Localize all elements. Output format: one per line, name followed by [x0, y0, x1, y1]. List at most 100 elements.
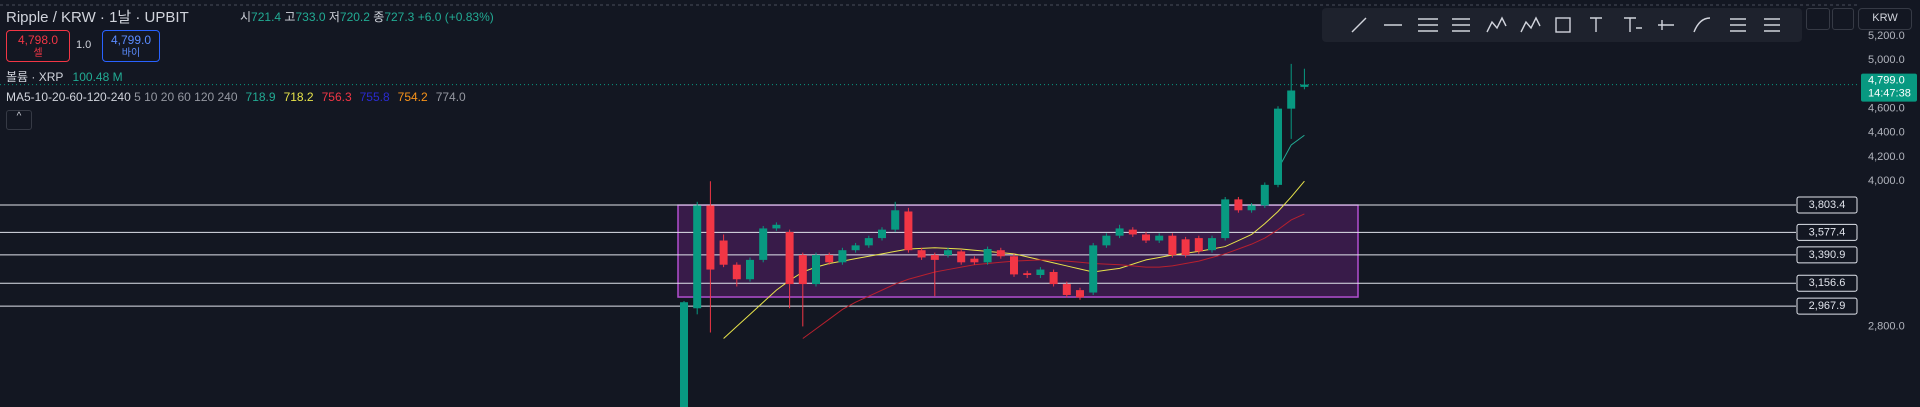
icon[interactable] — [1693, 17, 1711, 33]
price: 4,799.0 — [110, 33, 152, 47]
icon[interactable] — [1452, 18, 1470, 32]
ma-value: 718.9 — [245, 90, 276, 104]
candle-body — [719, 240, 728, 265]
candle-body — [1287, 90, 1296, 109]
icon[interactable] — [1555, 17, 1571, 33]
candle-body — [838, 250, 847, 263]
icon[interactable] — [1658, 20, 1674, 30]
currency-select[interactable]: KRW — [1858, 8, 1912, 30]
candle-body — [970, 258, 979, 263]
candle-body — [1234, 199, 1243, 211]
y-tick-label: 2,800.0 — [1868, 320, 1905, 332]
y-tick-label: 4,400.0 — [1868, 127, 1905, 139]
candle-body — [1010, 256, 1018, 275]
candle-body — [1221, 199, 1230, 239]
candle-body — [1181, 239, 1190, 256]
icon[interactable] — [1418, 18, 1438, 32]
candle-body — [746, 259, 754, 280]
candle-body — [1076, 290, 1084, 298]
ma-value: 718.2 — [283, 90, 314, 104]
symbol-text: Ripple / KRW · 1날 · UPBIT — [6, 9, 189, 26]
candle-body — [1036, 269, 1045, 276]
level-label: 3,390.9 — [1809, 249, 1846, 261]
candle-body — [798, 255, 807, 285]
toolbar-icons — [1351, 16, 1780, 33]
candle-body — [693, 205, 702, 309]
icon[interactable] — [1764, 18, 1780, 32]
candle-body — [706, 205, 715, 270]
sell-button[interactable]: 4,798.0 셀 — [6, 30, 70, 62]
icon[interactable] — [1590, 17, 1602, 32]
y-tick-label: 5,000.0 — [1868, 54, 1905, 66]
ma-value: 754.2 — [397, 90, 428, 104]
level-tag — [1796, 274, 1858, 292]
candle-body — [1155, 235, 1164, 241]
ma-value: 755.8 — [359, 90, 390, 104]
candle-body — [917, 250, 926, 258]
ohlc: 시721.4 고733.0 저720.2 종727.3 +6.0 (+0.83%… — [240, 8, 494, 25]
change: +6.0 (+0.83%) — [417, 10, 494, 24]
candle-body — [996, 250, 1005, 257]
level-label: 3,803.4 — [1809, 199, 1846, 211]
drawing-toolbar — [1322, 8, 1802, 42]
icon[interactable] — [1351, 17, 1367, 33]
last-price-label: 4,799.0 — [1868, 74, 1905, 86]
reset-button[interactable] — [1832, 8, 1854, 30]
label: 볼륨 · XRP — [6, 70, 64, 84]
level-tag — [1796, 297, 1858, 315]
icon[interactable] — [1520, 16, 1541, 33]
candle-body — [680, 302, 688, 407]
icon[interactable] — [1624, 17, 1642, 32]
buy-button[interactable]: 4,799.0 바이 — [102, 30, 160, 62]
candle-body — [1300, 84, 1309, 87]
value: 100.48 M — [72, 70, 123, 84]
candle-body — [930, 255, 939, 260]
level-tag — [1796, 246, 1858, 264]
candle-body — [904, 211, 913, 251]
candle-body — [732, 264, 741, 280]
candle-body — [1142, 234, 1150, 241]
level-label: 2,967.9 — [1809, 300, 1846, 312]
candle-body — [759, 228, 768, 260]
spread: 1.0 — [76, 39, 92, 51]
level-tag — [1796, 196, 1858, 214]
candle-body — [1049, 271, 1058, 285]
collapse-button[interactable]: ^ — [6, 110, 32, 130]
candle-body — [1062, 284, 1071, 295]
label: 고 — [284, 10, 296, 24]
candle-body — [1089, 245, 1098, 293]
candle-body — [1247, 205, 1256, 211]
candle-body — [851, 245, 860, 251]
price: 4,798.0 — [17, 33, 59, 47]
candle-body — [944, 250, 952, 256]
ma-line — [1277, 134, 1305, 170]
candle-body — [785, 232, 794, 285]
value: 727.3 — [384, 10, 415, 24]
symbol[interactable]: Ripple / KRW · 1날 · UPBIT — [6, 6, 189, 27]
icon[interactable] — [1730, 18, 1746, 32]
label: 시 — [240, 10, 252, 24]
periods: 5 10 20 60 120 240 — [134, 90, 238, 104]
candle-body — [878, 229, 886, 239]
label: 셀 — [33, 48, 43, 59]
candle-body — [825, 255, 834, 263]
ma-legend: MA5-10-20-60-120-240 5 10 20 60 120 240 7… — [6, 90, 466, 104]
last-price-tag — [1861, 73, 1917, 102]
ma-value: 756.3 — [321, 90, 352, 104]
label: MA5-10-20-60-120-240 — [6, 90, 131, 104]
candle-body — [1208, 238, 1216, 251]
icon[interactable] — [1486, 16, 1507, 33]
candle-body — [1102, 235, 1111, 246]
scroll-button[interactable] — [1806, 8, 1830, 30]
level-label: 3,577.4 — [1809, 226, 1846, 238]
label: 저 — [328, 10, 340, 24]
candle-body — [772, 224, 781, 229]
value: 720.2 — [339, 10, 370, 24]
candle-body — [1115, 228, 1124, 236]
last-time-label: 14:47:38 — [1868, 87, 1911, 99]
candle-body — [1168, 235, 1177, 256]
level-label: 3,156.6 — [1809, 277, 1846, 289]
y-tick-label: 4,000.0 — [1868, 175, 1905, 187]
